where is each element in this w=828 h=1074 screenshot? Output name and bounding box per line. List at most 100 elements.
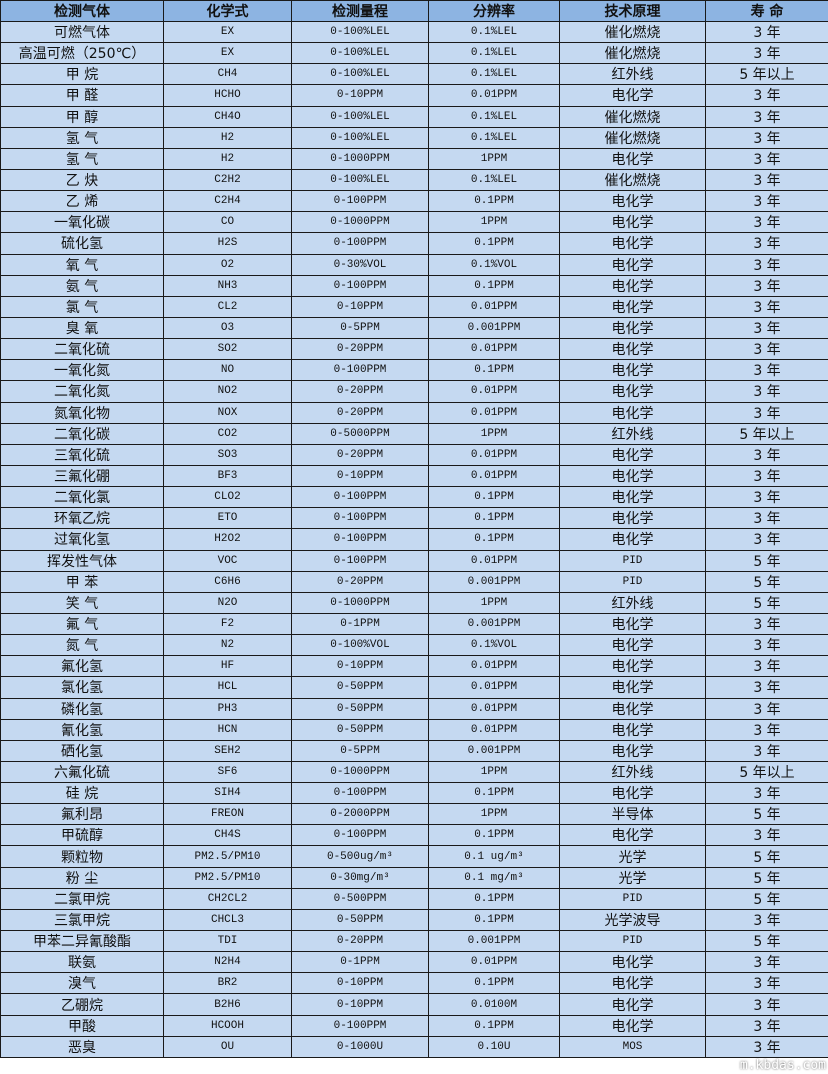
range-cell: 0-100PPM [291,549,429,572]
formula-cell: SO2 [163,338,292,361]
principle-cell: 电化学 [559,676,706,699]
formula-cell: HCN [163,718,292,741]
table-row: 粉 尘 PM2.5/PM10 0-30mg/m³ 0.1 mg/m³ 光学 5 年 [0,866,828,889]
gas-cell: 二氯甲烷 [0,887,164,910]
lifetime-cell: 3 年 [705,634,828,657]
lifetime-cell: 3 年 [705,190,828,213]
principle-cell: 光学波导 [559,908,706,932]
principle-cell: 电化学 [559,612,706,636]
gas-cell: 可燃气体 [0,20,164,44]
principle-cell: 电化学 [559,443,706,466]
gas-cell: 氟化氢 [0,655,164,678]
table-row: 氯 气 CL2 0-10PPM 0.01PPM 电化学 3 年 [0,295,828,318]
resolution-cell: 0.1PPM [428,359,560,382]
header-resolution: 分辨率 [428,0,560,22]
lifetime-cell: 3 年 [705,951,828,974]
table-row: 乙硼烷 B2H6 0-10PPM 0.0100M 电化学 3 年 [0,993,828,1016]
gas-cell: 三氧化硫 [0,443,164,466]
formula-cell: C2H2 [163,168,292,192]
resolution-cell: 0.1PPM [428,1014,560,1037]
resolution-cell: 0.1PPM [428,782,560,805]
range-cell: 0-100%LEL [291,42,429,65]
resolution-cell: 0.01PPM [428,655,560,678]
gas-cell: 乙 烯 [0,190,164,213]
formula-cell: CL2 [163,295,292,318]
table-row: 乙 炔 C2H2 0-100%LEL 0.1%LEL 催化燃烧 3 年 [0,168,828,192]
resolution-cell: 0.01PPM [428,443,560,466]
lifetime-cell: 3 年 [705,507,828,530]
formula-cell: B2H6 [163,993,292,1016]
principle-cell: 催化燃烧 [559,126,706,149]
lifetime-cell: 3 年 [705,168,828,192]
formula-cell: CH4 [163,63,292,86]
formula-cell: PM2.5/PM10 [163,866,292,889]
gas-cell: 一氧化氮 [0,359,164,382]
principle-cell: 电化学 [559,782,706,805]
formula-cell: CLO2 [163,486,292,509]
principle-cell: 电化学 [559,951,706,974]
lifetime-cell: 3 年 [705,274,828,297]
lifetime-cell: 3 年 [705,316,828,340]
resolution-cell: 0.001PPM [428,930,560,953]
gas-cell: 溴气 [0,972,164,995]
table-row: 六氟化硫 SF6 0-1000PPM 1PPM 红外线 5 年以上 [0,760,828,784]
gas-cell: 笑 气 [0,591,164,614]
lifetime-cell: 3 年 [705,1035,828,1059]
table-row: 挥发性气体 VOC 0-100PPM 0.01PPM PID 5 年 [0,549,828,572]
lifetime-cell: 3 年 [705,464,828,488]
gas-cell: 氟利昂 [0,803,164,826]
principle-cell: 电化学 [559,697,706,720]
table-row: 可燃气体 EX 0-100%LEL 0.1%LEL 催化燃烧 3 年 [0,20,828,44]
range-cell: 0-100PPM [291,232,429,255]
gas-cell: 甲 烷 [0,63,164,86]
formula-cell: CH4S [163,824,292,847]
lifetime-cell: 3 年 [705,211,828,234]
formula-cell: TDI [163,930,292,953]
table-row: 三氯甲烷 CHCL3 0-50PPM 0.1PPM 光学波导 3 年 [0,908,828,932]
gas-cell: 三氯甲烷 [0,908,164,932]
table-row: 甲 醇 CH4O 0-100%LEL 0.1%LEL 催化燃烧 3 年 [0,105,828,128]
principle-cell: 电化学 [559,147,706,170]
principle-cell: 电化学 [559,274,706,297]
resolution-cell: 0.001PPM [428,612,560,636]
lifetime-cell: 3 年 [705,443,828,466]
range-cell: 0-1000PPM [291,211,429,234]
lifetime-cell: 3 年 [705,782,828,805]
table-body: 可燃气体 EX 0-100%LEL 0.1%LEL 催化燃烧 3 年高温可燃（250℃） E… [0,20,828,1059]
lifetime-cell: 3 年 [705,84,828,107]
range-cell: 0-5PPM [291,739,429,762]
lifetime-cell: 5 年 [705,887,828,910]
resolution-cell: 0.10U [428,1035,560,1059]
resolution-cell: 0.01PPM [428,464,560,488]
lifetime-cell: 3 年 [705,676,828,699]
resolution-cell: 0.1%VOL [428,253,560,276]
lifetime-cell: 3 年 [705,147,828,170]
table-row: 高温可燃（250℃） EX 0-100%LEL 0.1%LEL 催化燃烧 3 年 [0,42,828,65]
resolution-cell: 0.1%LEL [428,42,560,65]
range-cell: 0-30mg/m³ [291,866,429,889]
gas-cell: 氧 气 [0,253,164,276]
resolution-cell: 0.01PPM [428,718,560,741]
gas-cell: 氮氧化物 [0,401,164,424]
formula-cell: BR2 [163,972,292,995]
gas-cell: 氰化氢 [0,718,164,741]
table-row: 硒化氢 SEH2 0-5PPM 0.001PPM 电化学 3 年 [0,739,828,762]
range-cell: 0-500PPM [291,887,429,910]
resolution-cell: 1PPM [428,147,560,170]
principle-cell: PID [559,570,706,593]
principle-cell: 光学 [559,845,706,868]
range-cell: 0-10PPM [291,295,429,318]
resolution-cell: 0.01PPM [428,84,560,107]
range-cell: 0-100PPM [291,782,429,805]
gas-cell: 甲酸 [0,1014,164,1037]
formula-cell: SIH4 [163,782,292,805]
principle-cell: 电化学 [559,718,706,741]
principle-cell: 电化学 [559,232,706,255]
lifetime-cell: 3 年 [705,295,828,318]
table-row: 三氧化硫 SO3 0-20PPM 0.01PPM 电化学 3 年 [0,443,828,466]
lifetime-cell: 5 年以上 [705,422,828,445]
range-cell: 0-100PPM [291,824,429,847]
principle-cell: 电化学 [559,528,706,551]
lifetime-cell: 3 年 [705,105,828,128]
resolution-cell: 0.1 mg/m³ [428,866,560,889]
